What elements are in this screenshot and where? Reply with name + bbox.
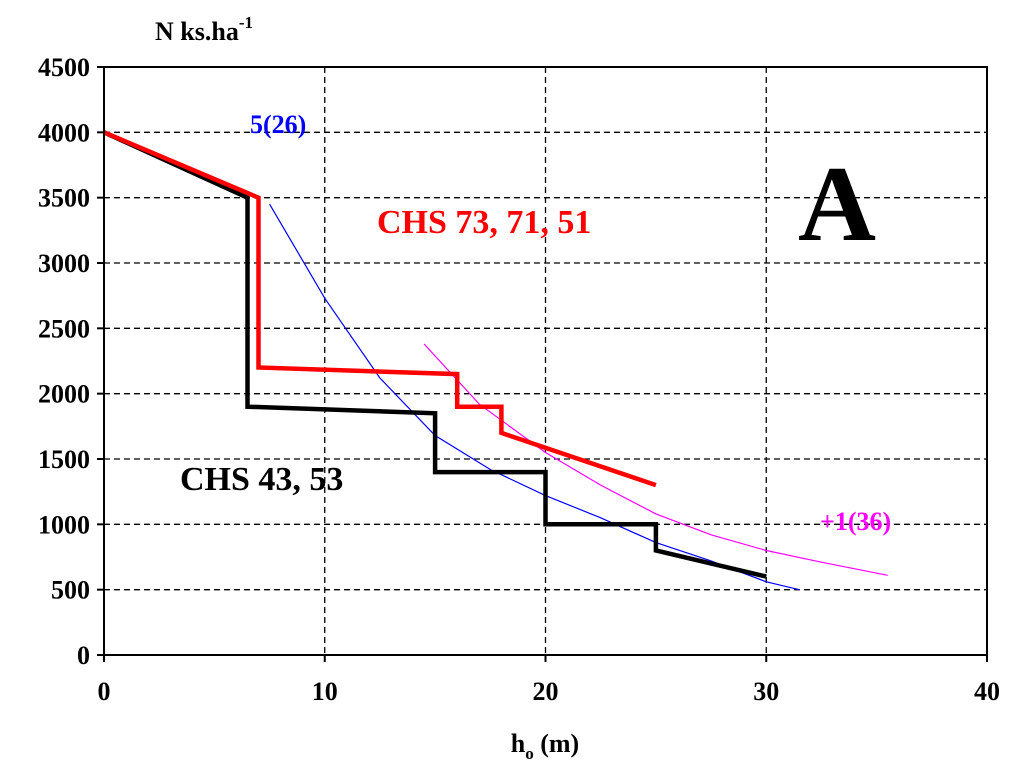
y-tick-label-2500: 2500 xyxy=(38,314,90,343)
y-tick-label-3500: 3500 xyxy=(38,184,90,213)
y-tick-label-500: 500 xyxy=(51,576,90,605)
black-series-annotation: CHS 43, 53 xyxy=(180,461,343,498)
y-tick-label-4000: 4000 xyxy=(38,118,90,147)
blue-series-annotation: 5(26) xyxy=(250,110,306,139)
y-tick-label-0: 0 xyxy=(77,641,90,670)
y-tick-label-2000: 2000 xyxy=(38,380,90,409)
red-series-annotation: CHS 73, 71, 51 xyxy=(377,204,591,241)
x-tick-label-10: 10 xyxy=(312,677,338,706)
series-line-chs-43-53 xyxy=(103,130,767,579)
y-tick-label-3000: 3000 xyxy=(38,249,90,278)
x-tick-label-40: 40 xyxy=(974,677,1000,706)
x-tick-label-0: 0 xyxy=(98,677,111,706)
y-tick-label-1500: 1500 xyxy=(38,445,90,474)
series-line-chs-73-71-51 xyxy=(103,130,657,488)
x-tick-label-30: 30 xyxy=(753,677,779,706)
y-axis-title: N ks.ha-1 xyxy=(155,13,253,46)
x-tick-label-20: 20 xyxy=(533,677,559,706)
x-axis-title: ho (m) xyxy=(511,729,579,762)
tick-labels: 0 500 1000 1500 2000 2500 3000 3500 4000 4500 0 10 2… xyxy=(38,53,1000,706)
magenta-series-annotation: +1(36) xyxy=(820,507,891,536)
series-layer xyxy=(103,130,888,591)
y-tick-label-1000: 1000 xyxy=(38,510,90,539)
panel-letter-annotation: A xyxy=(798,145,876,264)
y-tick-label-4500: 4500 xyxy=(38,53,90,82)
gridlines xyxy=(104,67,987,655)
